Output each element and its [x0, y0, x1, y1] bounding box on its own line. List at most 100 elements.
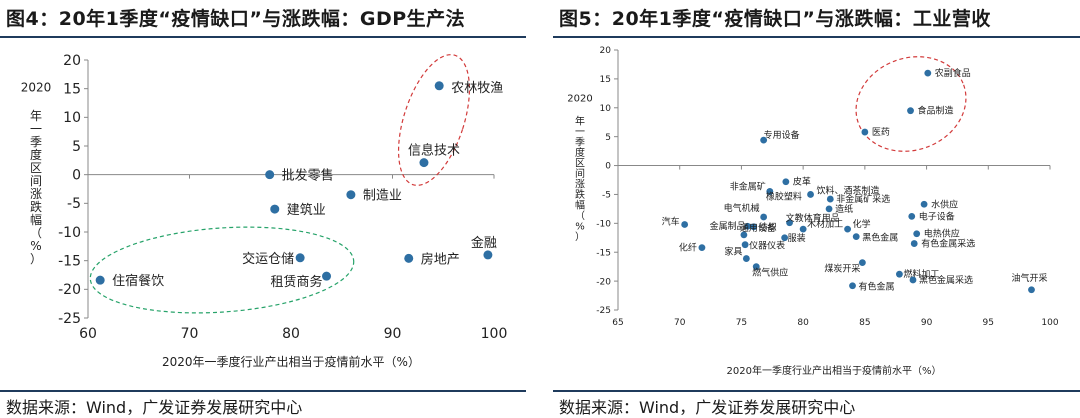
- scatter-point: [1028, 286, 1035, 294]
- y-tick-label: -10: [58, 225, 81, 241]
- point-label: 化学: [853, 218, 871, 230]
- scatter-point: [744, 222, 751, 230]
- scatter-point: [849, 282, 856, 290]
- point-label: 服装: [788, 232, 806, 244]
- y-tick-label: 0: [605, 162, 611, 172]
- point-label: 饮料、酒茶制造: [817, 184, 880, 196]
- scatter-point: [858, 259, 866, 267]
- scatter-chart-gdp: -25 -20 -15 -10 -5 0 5 10 15 20 60 70 80 90 100 2020年一季…: [21, 53, 508, 369]
- point-label: 油气开采: [1011, 272, 1047, 284]
- scatter-point: [786, 219, 793, 227]
- x-tick-label: 95: [983, 318, 994, 328]
- point-label: 有色金属: [859, 281, 895, 293]
- source-rule: [553, 390, 1080, 392]
- scatter-point: [807, 191, 814, 198]
- scatter-point: [760, 213, 768, 221]
- point-label: 医药: [872, 127, 890, 138]
- scatter-point: [698, 244, 706, 252]
- x-tick-label: 70: [674, 318, 686, 328]
- point-label: 租赁商务: [271, 274, 323, 290]
- point-label: 电子设备: [919, 210, 955, 222]
- scatter-point: [861, 128, 869, 136]
- y-tick-label: 10: [63, 110, 81, 126]
- point-label: 电热供应: [924, 228, 960, 240]
- y-tick-label: -25: [58, 311, 81, 327]
- scatter-point: [752, 263, 760, 271]
- scatter-point: [844, 225, 851, 233]
- x-tick-label: 100: [481, 326, 508, 342]
- point-label: 住宿餐饮: [112, 273, 164, 289]
- y-tick-label: -5: [67, 196, 81, 212]
- title-rule: [0, 36, 526, 38]
- y-tick-label: 10: [600, 104, 612, 114]
- point-label: 非金属矿采选: [836, 193, 890, 205]
- x-tick-label: 100: [1041, 318, 1058, 328]
- scatter-point: [750, 223, 758, 231]
- y-tick-label: 20: [63, 53, 81, 69]
- point-label: 农副食品: [935, 67, 971, 79]
- y-tick-label: -15: [58, 254, 81, 270]
- scatter-point: [909, 276, 917, 284]
- y-tick-label: 5: [605, 133, 611, 143]
- scatter-point: [908, 213, 916, 220]
- point-label: 批发零售: [282, 168, 334, 184]
- y-tick-label: 15: [63, 82, 81, 98]
- scatter-point: [825, 205, 833, 213]
- point-label: 文教体育用品: [786, 212, 840, 224]
- point-label: 通用设备: [740, 222, 776, 234]
- point-label: 汽车: [662, 215, 680, 227]
- x-axis-title: 2020年一季度行业产出相当于疫情前水平（%）: [162, 354, 420, 369]
- highlight-ellipse: [397, 54, 471, 186]
- scatter-point: [740, 231, 748, 239]
- point-label: 黑色金属: [862, 232, 898, 244]
- source-note: 数据来源：Wind，广发证券发展研究中心: [6, 398, 303, 417]
- scatter-point: [766, 188, 774, 195]
- scatter-point: [346, 190, 356, 200]
- scatter-point: [924, 69, 932, 77]
- scatter-point: [781, 234, 789, 242]
- point-label: 木材加工: [807, 218, 843, 230]
- y-tick-label: 5: [72, 139, 81, 155]
- x-tick-label: 85: [859, 318, 870, 328]
- point-label: 房地产: [421, 251, 460, 267]
- source-rule: [0, 390, 526, 392]
- scatter-point: [295, 253, 305, 263]
- y-axis-title: 2020 年一季度区间涨跌幅（%）: [567, 93, 592, 243]
- point-label: 交运仓储: [242, 251, 294, 267]
- scatter-point: [920, 200, 928, 208]
- point-label: 纺织: [759, 221, 777, 233]
- point-label: 信息技术: [408, 143, 460, 159]
- scatter-point: [434, 81, 444, 91]
- scatter-point: [322, 271, 332, 281]
- y-tick-label: -25: [596, 306, 611, 316]
- scatter-point: [910, 240, 918, 247]
- source-note: 数据来源：Wind，广发证券发展研究中心: [559, 398, 856, 417]
- point-label: 建筑业: [287, 202, 326, 218]
- x-tick-label: 90: [384, 326, 402, 342]
- point-label: 电气机械: [724, 202, 760, 214]
- scatter-point: [404, 253, 414, 263]
- point-label: 黑色金属采选: [919, 274, 973, 286]
- point-label: 水供应: [931, 198, 958, 210]
- x-tick-label: 90: [921, 318, 933, 328]
- y-tick-label: -15: [596, 248, 611, 258]
- chart-panel-gdp: 图4：20年1季度“疫情缺口”与涨跌幅：GDP生产法 -25 -20 -15 -10-…: [0, 0, 526, 417]
- scatter-point: [799, 225, 807, 233]
- point-label: 皮革: [793, 176, 811, 188]
- point-label: 专用设备: [764, 129, 800, 141]
- point-label: 家具: [724, 246, 742, 258]
- point-label: 仪器仪表: [749, 240, 785, 252]
- x-tick-label: 60: [79, 326, 97, 342]
- point-label: 造纸: [835, 203, 853, 215]
- scatter-point: [483, 250, 493, 260]
- y-tick-label: -20: [58, 282, 81, 298]
- x-axis-title: 2020年一季度行业产出相当于疫情前水平（%）: [727, 364, 942, 377]
- x-tick-label: 65: [612, 318, 623, 328]
- y-tick-label: 15: [600, 75, 611, 85]
- x-tick-label: 80: [797, 318, 809, 328]
- scatter-point: [760, 136, 768, 144]
- y-tick-label: -5: [602, 191, 611, 201]
- scatter-point: [265, 170, 275, 180]
- point-label: 农林牧渔: [451, 81, 503, 96]
- scatter-point: [852, 233, 860, 241]
